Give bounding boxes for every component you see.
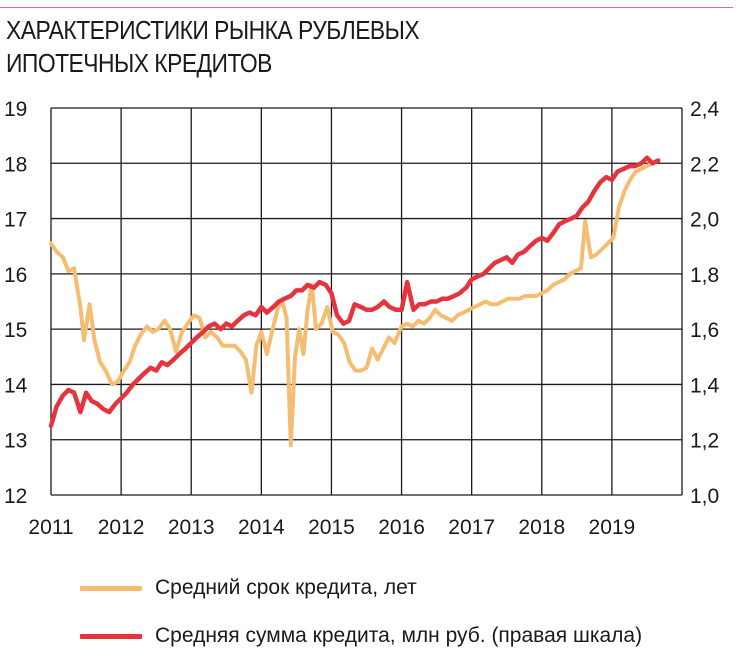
legend-swatch-term bbox=[80, 586, 142, 591]
left-tick-label: 13 bbox=[4, 430, 27, 453]
legend-item-amount: Средняя сумма кредита, млн руб. (правая … bbox=[80, 621, 740, 651]
left-tick-label: 19 bbox=[4, 98, 27, 121]
x-tick-label: 2014 bbox=[238, 516, 285, 539]
chart-title-line-1: ХАРАКТЕРИСТИКИ РЫНКА РУБЛЕВЫХ bbox=[6, 15, 420, 45]
top-accent-rule bbox=[0, 7, 733, 8]
right-tick-label: 2,2 bbox=[690, 153, 719, 176]
right-tick-label: 1,8 bbox=[690, 264, 719, 287]
left-tick-label: 17 bbox=[4, 209, 27, 232]
x-tick-label: 2015 bbox=[308, 516, 355, 539]
right-tick-label: 1,0 bbox=[690, 485, 719, 508]
left-axis-ticks: 12 13 14 15 16 17 18 19 bbox=[4, 98, 28, 508]
chart-title: ХАРАКТЕРИСТИКИ РЫНКА РУБЛЕВЫХ ИПОТЕЧНЫХ … bbox=[6, 14, 420, 80]
x-tick-label: 2017 bbox=[448, 516, 495, 539]
series bbox=[48, 155, 661, 448]
left-tick-label: 14 bbox=[4, 374, 28, 397]
x-tick-label: 2018 bbox=[518, 516, 565, 539]
legend-label-term: Средний срок кредита, лет bbox=[155, 576, 417, 599]
series-line-term bbox=[49, 158, 661, 448]
right-axis-ticks: 1,0 1,2 1,4 1,6 1,8 2,0 2,2 2,4 bbox=[690, 98, 720, 508]
x-axis-ticks: 2011 2012 2013 2014 2015 2016 2017 2018 2019 bbox=[28, 516, 635, 539]
right-tick-label: 2,4 bbox=[690, 98, 720, 121]
legend-item-term: Средний срок кредита, лет bbox=[80, 573, 740, 603]
grid bbox=[50, 107, 683, 496]
left-tick-label: 18 bbox=[4, 153, 27, 176]
x-tick-label: 2016 bbox=[378, 516, 425, 539]
series-line-amount bbox=[48, 155, 661, 429]
x-tick-label: 2012 bbox=[98, 516, 145, 539]
right-tick-label: 2,0 bbox=[690, 209, 719, 232]
left-tick-label: 12 bbox=[4, 485, 27, 508]
left-tick-label: 15 bbox=[4, 319, 27, 342]
right-tick-label: 1,4 bbox=[690, 374, 720, 397]
right-tick-label: 1,6 bbox=[690, 319, 719, 342]
right-tick-label: 1,2 bbox=[690, 430, 719, 453]
legend-label-amount: Средняя сумма кредита, млн руб. (правая … bbox=[155, 624, 643, 647]
left-tick-label: 16 bbox=[4, 264, 27, 287]
x-tick-label: 2013 bbox=[168, 516, 215, 539]
x-tick-label: 2011 bbox=[28, 516, 73, 539]
legend-swatch-amount bbox=[80, 634, 142, 639]
x-tick-label: 2019 bbox=[589, 516, 636, 539]
chart-title-line-2: ИПОТЕЧНЫХ КРЕДИТОВ bbox=[6, 48, 272, 78]
